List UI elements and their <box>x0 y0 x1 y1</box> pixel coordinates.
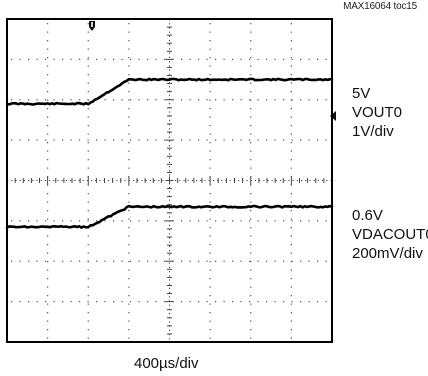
timebase-label: 400µs/div <box>134 355 199 372</box>
channel-1-offset: 5V <box>352 85 371 102</box>
figure-tag: MAX16064 toc15 <box>343 1 417 12</box>
trace-vout0 <box>5 77 334 106</box>
channel-1-scale: 1V/div <box>352 123 394 140</box>
trigger-marker-slot <box>91 22 93 27</box>
channel-1-name: VOUT0 <box>352 104 403 121</box>
trace-vdacout0 <box>5 204 334 229</box>
channel-2-offset: 0.6V <box>352 207 383 224</box>
channel-1-label: 5V VOUT0 1V/div <box>352 84 402 141</box>
trace-layer <box>5 77 334 229</box>
scope-border <box>6 18 333 343</box>
channel-2-scale: 200mV/div <box>352 245 423 262</box>
scope-grid <box>7 19 332 342</box>
channel-2-label: 0.6V VDACOUT0 200mV/div <box>352 206 428 263</box>
channel-2-name: VDACOUT0 <box>352 226 428 243</box>
